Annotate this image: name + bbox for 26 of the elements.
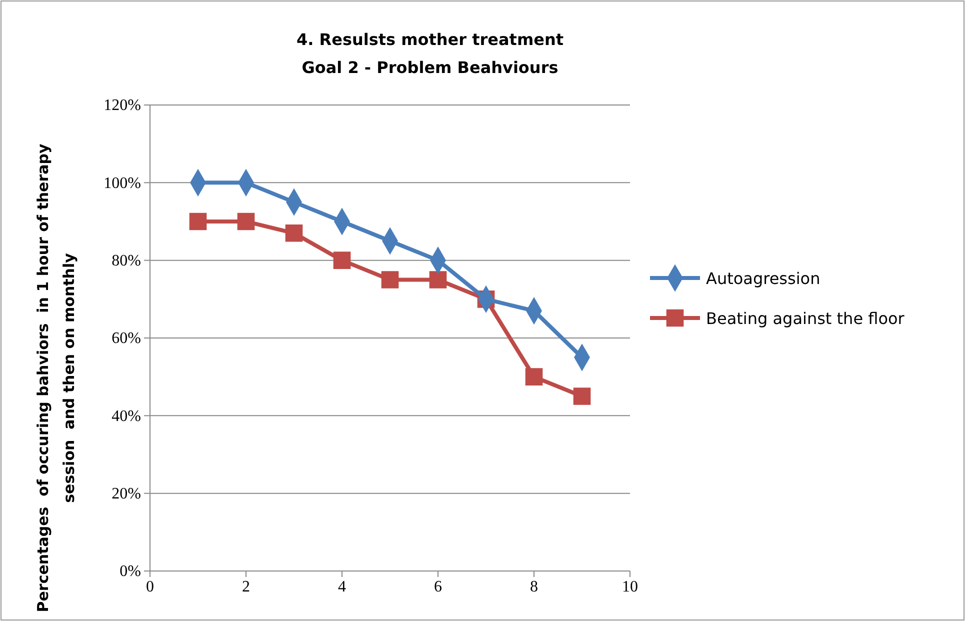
y-tick-label: 40%	[112, 408, 141, 425]
point	[525, 368, 543, 386]
y-tick-label: 80%	[112, 252, 141, 270]
x-tick-label: 6	[434, 578, 442, 596]
y-tick-label: 120%	[104, 97, 141, 114]
point	[285, 224, 303, 242]
x-tick-label: 2	[242, 578, 250, 596]
chart-title: 4. Resulsts mother treatment	[296, 30, 564, 49]
x-tick-label: 4	[338, 578, 346, 596]
y-axis-title: Percentages of occuring bahviors in 1 hour of therapy session and then on monthly	[34, 144, 78, 612]
y-tick-label: 20%	[112, 485, 141, 502]
y-tick-label: 60%	[112, 330, 141, 348]
point	[573, 388, 591, 405]
point	[429, 271, 447, 288]
chart-subtitle: Goal 2 - Problem Beahviours	[302, 58, 558, 77]
x-tick-label: 10	[622, 578, 638, 596]
point	[237, 212, 255, 230]
point	[381, 271, 399, 288]
y-tick-label: 0%	[120, 563, 141, 580]
point	[333, 252, 351, 269]
point	[189, 212, 207, 230]
y-tick-label: 100%	[104, 174, 141, 192]
x-tick-label: 0	[146, 578, 154, 596]
legend-label: Beating against the floor	[706, 309, 905, 328]
legend-label: Autoagression	[706, 269, 820, 288]
x-tick-label: 8	[530, 578, 538, 596]
